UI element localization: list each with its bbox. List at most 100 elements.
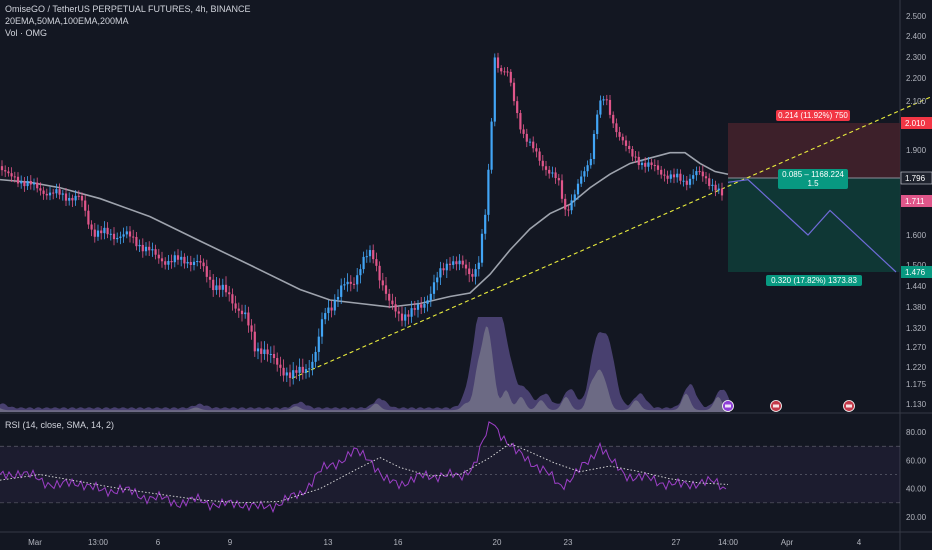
candle-body	[516, 101, 519, 114]
candle-body	[84, 200, 87, 211]
candle-body	[512, 82, 516, 102]
candle-body	[695, 171, 698, 176]
candle-body	[679, 173, 682, 181]
price-tick-label: 1.175	[906, 380, 927, 389]
candle-body	[253, 331, 256, 352]
candle-body	[682, 180, 685, 182]
candle-body	[474, 269, 477, 277]
candle-body	[199, 260, 202, 263]
candle-body	[676, 173, 679, 178]
candle-body	[112, 233, 116, 240]
candle-body	[0, 166, 4, 171]
candle-body	[103, 227, 106, 234]
candle-body	[128, 231, 132, 237]
candle-body	[141, 244, 144, 252]
candle-body	[490, 121, 493, 170]
stop-price-tag	[901, 117, 932, 129]
candle-body	[228, 292, 231, 295]
candle-body	[493, 57, 496, 122]
candle-body	[340, 285, 343, 297]
candle-body	[599, 100, 602, 115]
candle-body	[308, 368, 311, 370]
candle-body	[570, 200, 573, 211]
candle-body	[4, 170, 7, 172]
candle-body	[647, 162, 650, 167]
candle-body	[413, 308, 416, 310]
candle-body	[423, 303, 426, 308]
candle-body	[711, 184, 714, 186]
volume-legend[interactable]: Vol · OMG	[5, 28, 48, 38]
chart-title[interactable]: OmiseGO / TetherUS PERPETUAL FUTURES, 4h…	[5, 4, 251, 14]
candle-body	[538, 151, 541, 161]
candle-body	[180, 256, 183, 260]
candle-body	[359, 269, 362, 276]
candle-body	[90, 224, 93, 230]
candle-body	[404, 314, 407, 321]
candle-body	[464, 264, 468, 269]
candle-body	[237, 308, 240, 311]
candle-body	[256, 348, 260, 352]
candle-body	[20, 181, 23, 184]
candle-body	[285, 372, 288, 376]
candle-body	[532, 141, 535, 149]
candle-body	[135, 236, 138, 247]
candle-body	[138, 244, 141, 247]
candle-body	[484, 214, 487, 234]
candle-body	[717, 188, 720, 191]
candle-body	[618, 132, 621, 137]
candle-body	[333, 299, 336, 311]
price-tick-label: 2.100	[906, 97, 927, 106]
target-info-box	[766, 275, 862, 286]
candle-body	[36, 182, 39, 189]
target-info-label: 0.320 (17.82%) 1373.83	[771, 276, 857, 285]
current-price-tag	[901, 195, 932, 207]
time-tick-label: 13	[324, 538, 333, 547]
candle-body	[503, 71, 506, 73]
candle-body	[13, 176, 16, 178]
candle-body	[586, 165, 589, 172]
candle-body	[509, 71, 512, 83]
candle-body	[292, 370, 295, 378]
event-glyph	[846, 404, 852, 408]
candle-body	[596, 114, 599, 134]
candle-body	[519, 113, 522, 130]
candle-body	[29, 181, 32, 185]
candle-body	[55, 189, 58, 194]
time-tick-label: 14:00	[718, 538, 739, 547]
time-tick-label: 27	[672, 538, 681, 547]
candle-body	[327, 307, 330, 314]
candle-body	[71, 197, 74, 201]
candle-body	[420, 304, 423, 308]
candle-body	[602, 99, 605, 101]
candle-body	[160, 258, 164, 262]
candle-body	[295, 370, 298, 373]
candle-body	[381, 280, 384, 286]
candle-body	[68, 197, 71, 201]
candle-body	[468, 268, 471, 275]
candle-body	[311, 361, 314, 369]
candle-body	[522, 129, 525, 134]
candle-body	[106, 227, 109, 235]
price-tick-label: 1.600	[906, 231, 927, 240]
event-glyph	[773, 404, 779, 408]
candle-body	[551, 172, 554, 174]
candle-body	[189, 261, 192, 265]
event-markers[interactable]	[722, 400, 855, 412]
candle-body	[100, 230, 103, 234]
candle-body	[663, 174, 666, 176]
target-zone	[728, 178, 900, 272]
projection-path[interactable]	[727, 178, 897, 273]
trendline-dashed	[291, 95, 932, 379]
indicator-legend[interactable]: 20EMA,50MA,100EMA,200MA	[5, 16, 129, 26]
candle-body	[282, 367, 285, 376]
candle-body	[192, 261, 196, 265]
trendline[interactable]	[291, 95, 932, 379]
candle-body	[637, 156, 640, 166]
candle-body	[205, 266, 208, 277]
candle-body	[26, 181, 29, 187]
entry-info-box	[778, 169, 848, 189]
candle-body	[439, 268, 442, 278]
candle-body	[240, 310, 244, 315]
rsi-legend[interactable]: RSI (14, close, SMA, 14, 2)	[5, 420, 115, 430]
